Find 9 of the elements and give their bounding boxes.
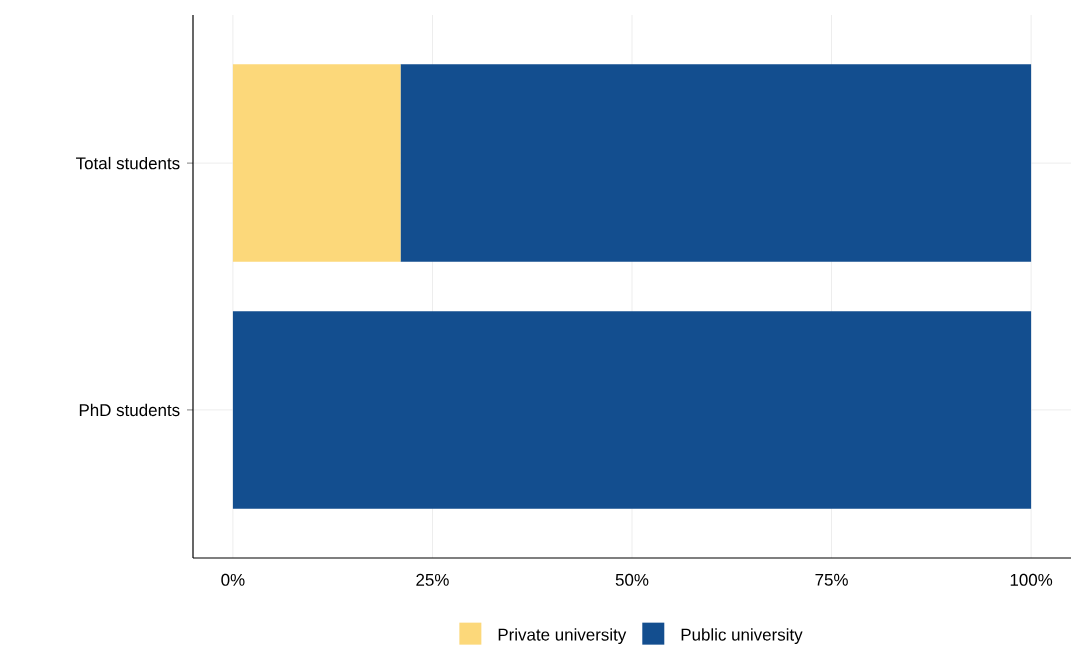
y-tick-label: PhD students [79,403,180,417]
x-tick-label: 25% [416,573,449,586]
x-tick-label: 50% [615,573,649,586]
x-tick-label: 100% [1010,573,1053,586]
x-tick-label: 0% [221,573,245,586]
x-tick-label: 75% [815,573,848,586]
legend-label: Private university [498,628,627,645]
legend-label: Public university [681,628,803,645]
y-tick-label: Total students [76,156,180,170]
